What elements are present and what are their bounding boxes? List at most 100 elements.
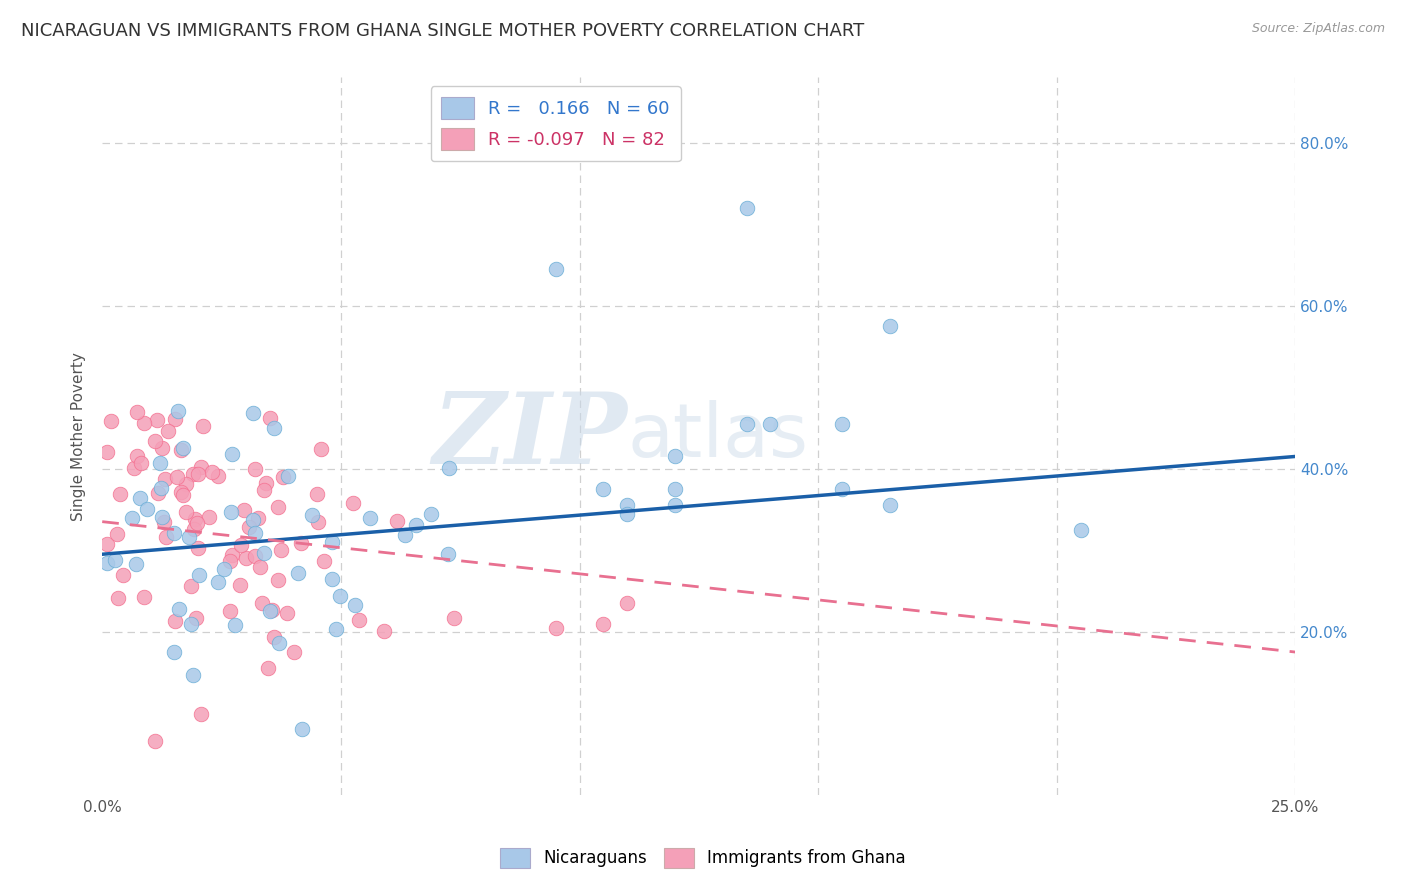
- Point: [219, 505, 242, 519]
- Point: [143, 434, 166, 449]
- Point: [212, 561, 235, 575]
- Point: [221, 548, 243, 562]
- Point: [307, 487, 329, 501]
- Point: [219, 554, 242, 568]
- Point: [156, 425, 179, 439]
- Point: [121, 511, 143, 525]
- Point: [149, 457, 172, 471]
- Point: [385, 514, 408, 528]
- Point: [165, 412, 187, 426]
- Point: [134, 417, 156, 431]
- Point: [100, 414, 122, 428]
- Point: [198, 510, 221, 524]
- Point: [96, 444, 118, 458]
- Point: [276, 606, 298, 620]
- Point: [259, 604, 281, 618]
- Point: [271, 469, 294, 483]
- Point: [242, 513, 264, 527]
- Point: [307, 515, 329, 529]
- Point: [193, 418, 215, 433]
- Point: [105, 527, 128, 541]
- Point: [343, 598, 366, 612]
- Y-axis label: Single Mother Poverty: Single Mother Poverty: [72, 351, 86, 521]
- Point: [183, 523, 205, 537]
- Point: [592, 482, 614, 496]
- Point: [267, 500, 290, 514]
- Point: [735, 201, 758, 215]
- Point: [259, 411, 281, 425]
- Point: [186, 516, 208, 530]
- Point: [759, 417, 782, 431]
- Point: [436, 548, 458, 562]
- Point: [245, 549, 267, 564]
- Text: NICARAGUAN VS IMMIGRANTS FROM GHANA SINGLE MOTHER POVERTY CORRELATION CHART: NICARAGUAN VS IMMIGRANTS FROM GHANA SING…: [21, 22, 865, 40]
- Point: [146, 413, 169, 427]
- Point: [243, 461, 266, 475]
- Point: [163, 644, 186, 658]
- Point: [169, 442, 191, 457]
- Point: [443, 611, 465, 625]
- Point: [879, 319, 901, 334]
- Point: [544, 262, 567, 277]
- Point: [122, 461, 145, 475]
- Point: [170, 484, 193, 499]
- Point: [229, 538, 252, 552]
- Point: [187, 567, 209, 582]
- Point: [249, 559, 271, 574]
- Point: [254, 476, 277, 491]
- Point: [229, 578, 252, 592]
- Point: [291, 723, 314, 737]
- Point: [136, 502, 159, 516]
- Point: [174, 505, 197, 519]
- Point: [267, 573, 290, 587]
- Point: [321, 572, 343, 586]
- Text: ZIP: ZIP: [432, 388, 627, 484]
- Point: [342, 496, 364, 510]
- Point: [263, 421, 285, 435]
- Point: [143, 733, 166, 747]
- Text: Source: ZipAtlas.com: Source: ZipAtlas.com: [1251, 22, 1385, 36]
- Point: [256, 661, 278, 675]
- Point: [347, 613, 370, 627]
- Point: [246, 511, 269, 525]
- Point: [184, 611, 207, 625]
- Point: [301, 508, 323, 523]
- Point: [190, 706, 212, 721]
- Point: [592, 616, 614, 631]
- Point: [181, 467, 204, 481]
- Point: [155, 531, 177, 545]
- Point: [167, 404, 190, 418]
- Point: [153, 515, 176, 529]
- Point: [252, 483, 274, 497]
- Point: [125, 404, 148, 418]
- Point: [616, 508, 638, 522]
- Point: [290, 536, 312, 550]
- Point: [125, 557, 148, 571]
- Point: [166, 470, 188, 484]
- Point: [242, 406, 264, 420]
- Point: [172, 488, 194, 502]
- Point: [437, 461, 460, 475]
- Point: [207, 574, 229, 589]
- Point: [167, 602, 190, 616]
- Point: [267, 636, 290, 650]
- Point: [277, 469, 299, 483]
- Legend: R =   0.166   N = 60, R = -0.097   N = 82: R = 0.166 N = 60, R = -0.097 N = 82: [430, 87, 681, 161]
- Point: [664, 450, 686, 464]
- Point: [394, 527, 416, 541]
- Point: [287, 566, 309, 581]
- Point: [218, 604, 240, 618]
- Point: [250, 597, 273, 611]
- Point: [235, 550, 257, 565]
- Point: [224, 618, 246, 632]
- Point: [664, 482, 686, 496]
- Point: [152, 509, 174, 524]
- Point: [179, 530, 201, 544]
- Point: [181, 667, 204, 681]
- Point: [616, 499, 638, 513]
- Point: [1070, 523, 1092, 537]
- Point: [325, 622, 347, 636]
- Point: [127, 450, 149, 464]
- Point: [174, 476, 197, 491]
- Point: [207, 469, 229, 483]
